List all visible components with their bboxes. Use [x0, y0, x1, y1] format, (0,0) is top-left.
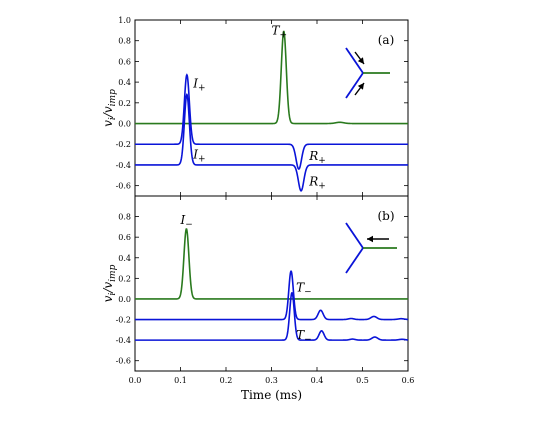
- chart-a-panel-label: (a): [378, 33, 395, 47]
- chart-a-series-3-line: [135, 92, 408, 192]
- chart-b-frame: [134, 195, 409, 372]
- chart-a-annotation: R+: [308, 175, 326, 192]
- chart-b-ytick-label: 0.6: [118, 233, 131, 242]
- chart-b-junction-diagram: [345, 222, 397, 274]
- panel-b: 0.8 0.6 0.4 0.2 0.0 -0.2 -0.4 -0.6 0.0 0.1 0.2 0.3 0…: [101, 195, 415, 402]
- chart-a-annotation: R+: [308, 149, 326, 166]
- chart-b-ylabel: vi/vimp: [101, 264, 118, 302]
- chart-b-ytick-label: 0.0: [118, 295, 131, 304]
- chart-b-xtick-label: 0.0: [129, 376, 142, 385]
- chart-b-ytick-label: 0.2: [118, 274, 131, 283]
- chart-a-ytick-label: 0.4: [118, 78, 131, 87]
- chart-b-xtick-label: 0.6: [402, 376, 415, 385]
- chart-b-panel-label: (b): [377, 209, 394, 223]
- chart-a-ytick-label: 0.0: [118, 120, 131, 129]
- junction-branch-upper: [345, 47, 364, 74]
- chart-b-ytick-label: 0.4: [118, 254, 131, 263]
- chart-b-annotation: I−: [180, 213, 193, 230]
- chart-a-ytick-label: 0.6: [118, 57, 131, 66]
- chart-b-xtick-label: 0.1: [174, 376, 187, 385]
- arrow-in-upper-icon: [354, 51, 365, 65]
- chart-a-annotation: I+: [192, 148, 205, 165]
- chart-b-annotation: T−: [296, 281, 312, 298]
- arrow-in-trunk-icon: [367, 235, 389, 243]
- chart-a-ytick-label: 0.8: [118, 37, 131, 46]
- chart-a-ytick-label: -0.6: [116, 182, 131, 191]
- junction-branch-lower: [345, 72, 364, 99]
- chart-b-ytick-label: -0.2: [116, 316, 131, 325]
- chart-a-ylabel: vi/vimp: [101, 89, 118, 127]
- chart-a-ytick-label: -0.2: [116, 140, 131, 149]
- chart-a-ytick-label: 0.2: [118, 99, 131, 108]
- chart-b-ytick-label: 0.8: [118, 213, 131, 222]
- chart-b-series-2-line: [135, 270, 408, 321]
- chart-a-ytick-label: -0.4: [116, 161, 131, 170]
- chart-b-xtick-label: 0.5: [356, 376, 369, 385]
- chart-a-frame: [134, 19, 409, 197]
- chart-a-annotation: T+: [272, 23, 288, 40]
- junction-branch-upper: [345, 222, 364, 249]
- chart-a-annotation: I+: [192, 76, 205, 93]
- chart-b-ytick-label: -0.6: [116, 357, 131, 366]
- chart-b-xtick-label: 0.4: [311, 376, 324, 385]
- panel-a: 1.0 0.8 0.6 0.4 0.2 0.0 -0.2 -0.4 -0.6 vi/vimp T+ I…: [101, 16, 409, 197]
- chart-b-xlabel: Time (ms): [241, 388, 302, 402]
- arrow-in-lower-icon: [354, 82, 365, 96]
- chart-a-series-2-line: [135, 73, 408, 170]
- chart-a-junction-diagram: [345, 47, 390, 99]
- chart-a-ytick-label: 1.0: [118, 16, 131, 25]
- chart-b-xtick-label: 0.3: [265, 376, 278, 385]
- chart-b-ytick-label: -0.4: [116, 336, 131, 345]
- chart-b-annotation: T−: [296, 328, 312, 345]
- chart-a-series-1-line: [135, 30, 408, 125]
- chart-b-xtick-label: 0.2: [220, 376, 233, 385]
- chart-b-series-1-line: [135, 228, 408, 300]
- chart-b-series-3-line: [135, 292, 408, 341]
- junction-branch-lower: [345, 247, 364, 274]
